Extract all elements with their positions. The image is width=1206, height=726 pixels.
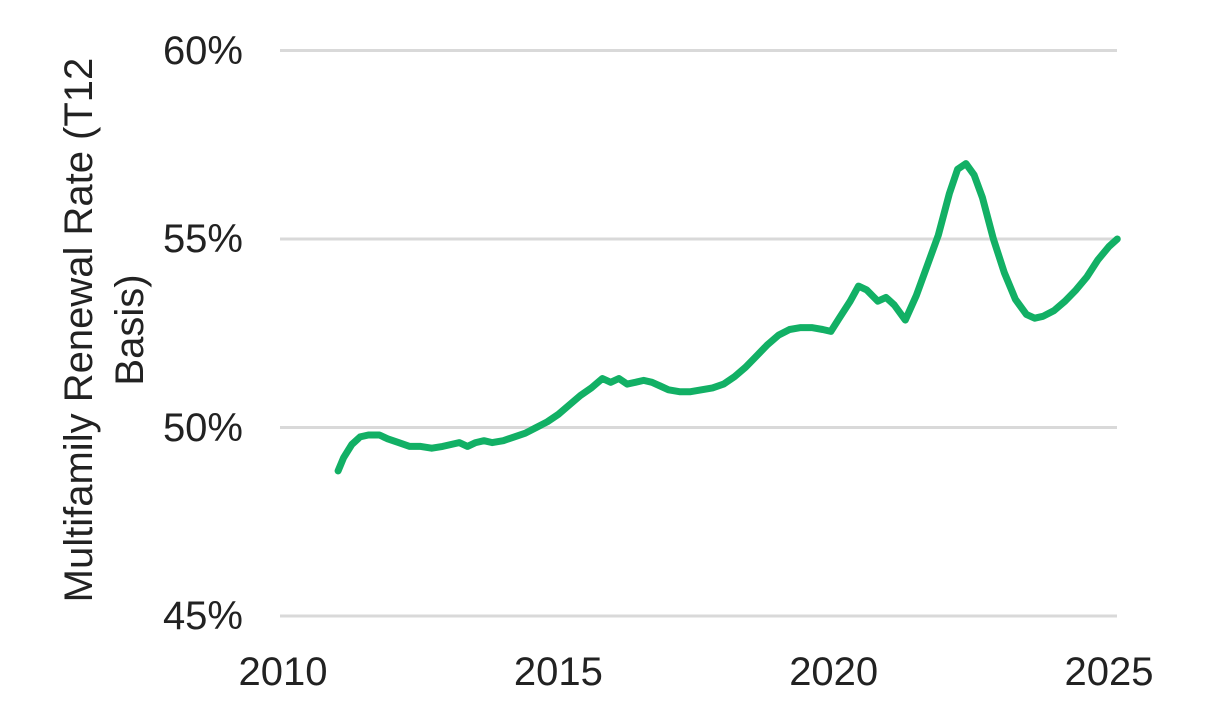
x-tick-label-2020: 2020: [789, 650, 879, 694]
x-tick-label-2010: 2010: [238, 650, 328, 694]
y-tick-label-45: 45%: [162, 594, 243, 638]
y-tick-label-50: 50%: [162, 405, 243, 450]
renewal-rate-line: [334, 160, 1121, 475]
y-tick-label-55: 55%: [162, 217, 243, 261]
x-tick-label-2015: 2015: [513, 650, 603, 694]
y-tick-label-60: 60%: [162, 28, 243, 73]
x-tick-label-2025: 2025: [1064, 650, 1154, 694]
